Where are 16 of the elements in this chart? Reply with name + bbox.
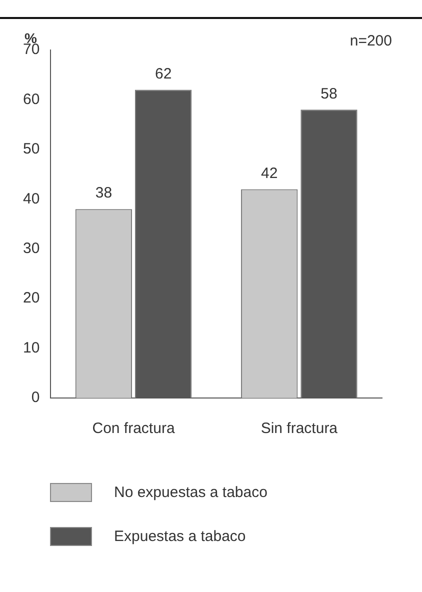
legend-label: Expuestas a tabaco	[114, 528, 246, 544]
x-tick-label: Con fractura	[92, 420, 176, 438]
legend-label: No expuestas a tabaco	[114, 484, 268, 500]
annotation: n=200	[350, 32, 392, 50]
y-tick-label: 10	[22, 339, 40, 356]
data-label: 42	[261, 164, 278, 182]
x-tick-label: Sin fractura	[260, 420, 338, 438]
data-label: 38	[95, 184, 112, 202]
y-tick-label: 30	[22, 240, 40, 257]
data-label: 62	[154, 65, 172, 82]
y-tick-label: 40	[22, 190, 40, 208]
y-tick-label: 60	[22, 90, 40, 108]
data-label: 58	[320, 85, 338, 102]
y-tick-label: 50	[22, 140, 40, 158]
y-tick-label: 0	[31, 389, 40, 406]
y-tick-label: 20	[22, 290, 40, 307]
